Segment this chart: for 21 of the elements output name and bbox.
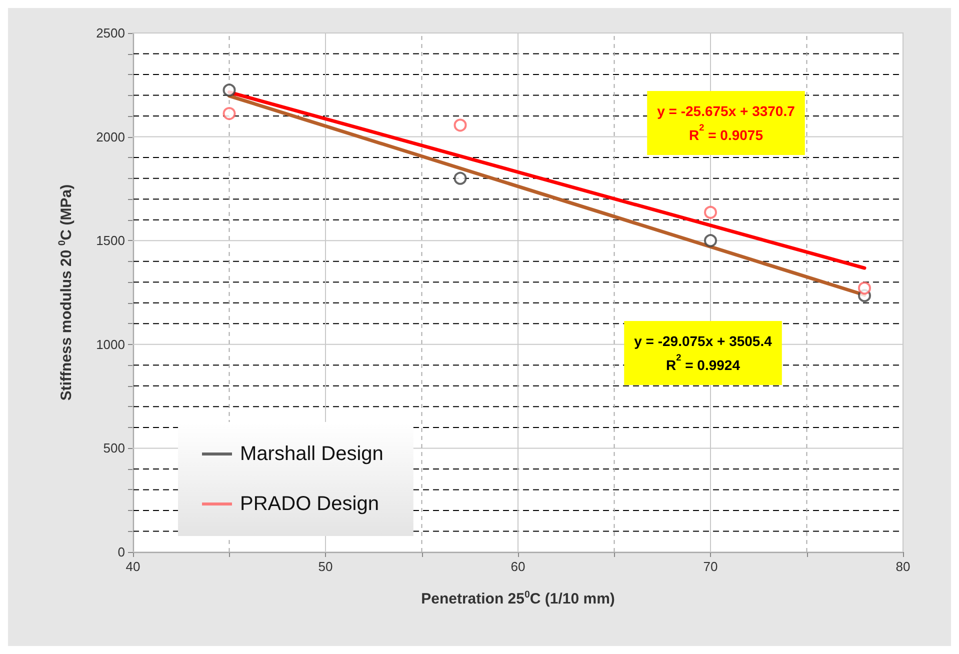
y-axis-title: Stiffness modulus 20 0C (MPa) <box>57 184 75 401</box>
legend-label: PRADO Design <box>240 493 379 515</box>
y-tick-label: 1000 <box>96 336 125 352</box>
point <box>704 206 717 219</box>
x-tick-label: 60 <box>510 559 526 574</box>
y-tick-label: 1500 <box>96 233 125 248</box>
x-tick-label: 70 <box>703 559 718 574</box>
point <box>222 84 236 97</box>
point <box>454 118 467 132</box>
x-tick-label: 40 <box>126 559 140 574</box>
point <box>454 172 467 185</box>
y-tick-label: 2000 <box>96 129 125 144</box>
x-tick-label: 80 <box>896 559 910 574</box>
legend-label: Marshall Design <box>240 443 384 465</box>
point <box>222 107 236 120</box>
y-tick-label: 0 <box>118 544 125 560</box>
y-tick-label: 500 <box>103 440 125 456</box>
point <box>704 234 717 248</box>
point <box>858 282 871 295</box>
y-tick-label: 2500 <box>96 26 125 40</box>
x-tick-label: 50 <box>318 559 333 574</box>
